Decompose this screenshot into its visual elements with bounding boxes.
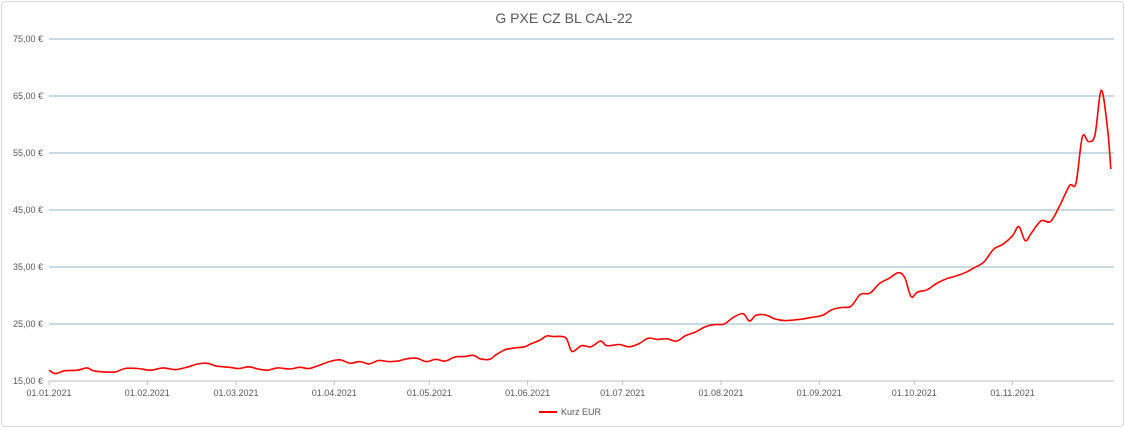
y-tick-label: 35,00 €	[13, 262, 43, 272]
x-tick-label: 01.02.2021	[125, 388, 170, 398]
x-tick-label: 01.11.2021	[990, 388, 1034, 398]
chart-title: G PXE CZ BL CAL-22	[495, 10, 632, 26]
y-tick-label: 45,00 €	[13, 205, 43, 215]
x-tick-label: 01.10.2021	[892, 388, 937, 398]
x-tick-label: 01.08.2021	[698, 388, 743, 398]
legend: Kurz EUR	[539, 407, 602, 417]
series-group	[48, 89, 1112, 375]
x-axis: 01.01.2021 01.02.2021 01.03.2021 01.04.2021…	[26, 381, 1035, 398]
x-tick-label: 01.04.2021	[312, 388, 357, 398]
x-tick-label: 01.06.2021	[505, 388, 550, 398]
y-axis: 15,00 € 25,00 € 35,00 € 45,00 € 55,00 € 65,00…	[13, 34, 43, 386]
legend-label: Kurz EUR	[561, 407, 602, 417]
x-tick-label: 01.07.2021	[600, 388, 645, 398]
x-tick-label: 01.01.2021	[26, 388, 71, 398]
y-tick-label: 75,00 €	[13, 34, 43, 44]
y-tick-label: 15,00 €	[13, 376, 43, 386]
x-tick-label: 01.03.2021	[213, 388, 258, 398]
series-line-kurz-eur	[48, 89, 1112, 375]
y-tick-label: 65,00 €	[13, 91, 43, 101]
x-tick-label: 01.09.2021	[797, 388, 842, 398]
grid-lines	[49, 38, 1114, 382]
y-tick-label: 55,00 €	[13, 148, 43, 158]
y-tick-label: 25,00 €	[13, 319, 43, 329]
x-tick-label: 01.05.2021	[407, 388, 452, 398]
